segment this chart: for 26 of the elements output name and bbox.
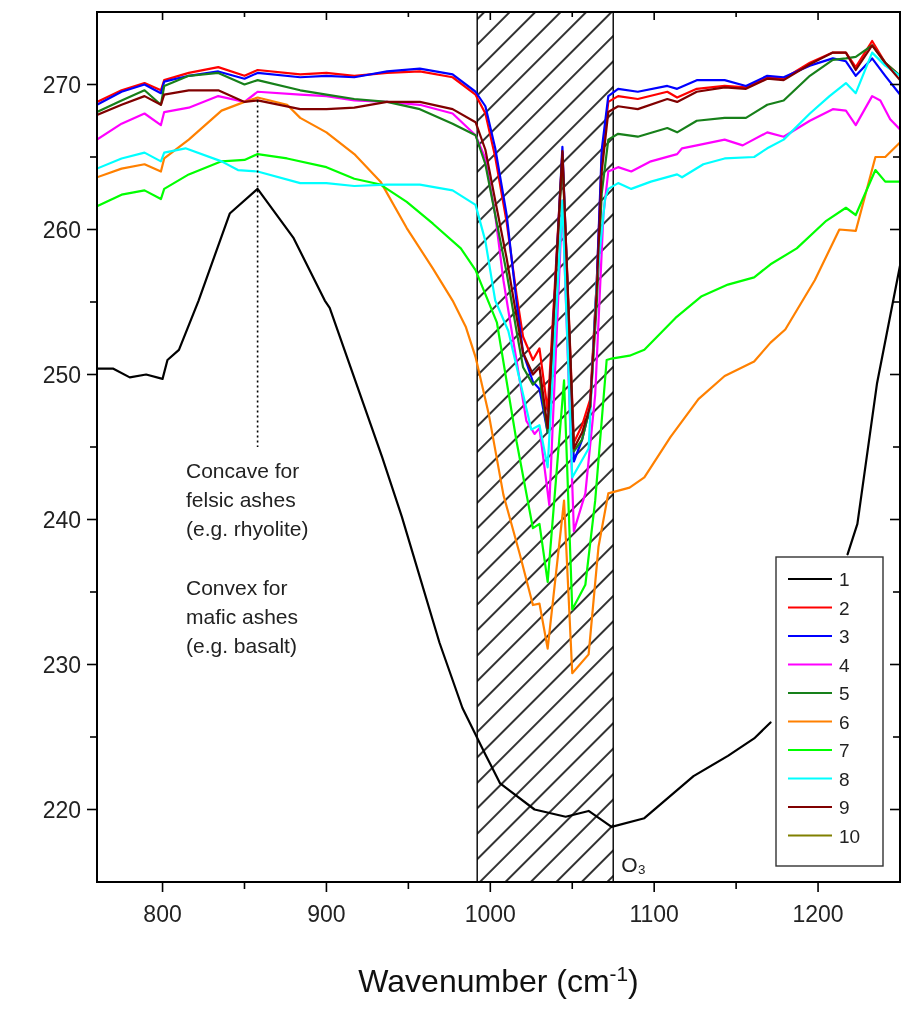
y-tick-label: 250 [42,361,81,388]
y-tick-label: 230 [42,651,81,678]
x-tick-label: 1200 [792,901,844,927]
y-tick-label: 240 [42,506,81,533]
x-axis-title: Wavenumber (cm$^{-1}$) [358,961,639,999]
y-tick-label: 220 [42,796,81,823]
legend-label: 1 [839,569,850,590]
annotation: Convex for mafic ashes (e.g. basalt) [186,576,299,657]
legend-label: 4 [839,654,850,676]
x-tick-label: 900 [307,901,346,927]
legend-label: 6 [839,711,850,733]
x-tick-label: 1000 [464,901,516,927]
legend-label: 10 [839,825,861,847]
x-tick-label: 1100 [629,901,679,927]
legend-label: 5 [839,683,850,704]
legend-label: 9 [839,797,850,818]
line-series [97,96,900,675]
band-label: O₃ [621,853,647,876]
legend-label: 2 [839,597,850,619]
legend-label: 8 [839,768,850,790]
legend-label: 3 [839,626,850,647]
x-tick-label: 800 [143,901,182,927]
legend-label: 7 [839,740,850,761]
y-tick-label: 270 [42,71,81,98]
annotation: Concave for felsic ashes (e.g. rhyolite) [186,459,309,540]
y-tick-label: 260 [42,216,81,243]
